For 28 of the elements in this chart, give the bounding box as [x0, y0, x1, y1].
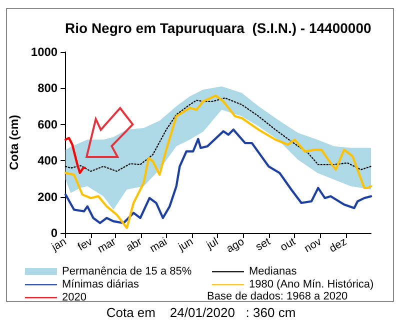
x-tick-label: fev: [76, 236, 96, 254]
x-tick-label: jun: [176, 236, 196, 254]
text: Cota em 24/01/2020 : 360 cm: [106, 305, 296, 320]
text: Base de dados: 1968 a 2020: [207, 290, 348, 302]
y-tick-label: 200: [38, 190, 58, 204]
legend-label: Permanência de 15 a 85%: [62, 266, 192, 278]
y-tick-label: 600: [38, 117, 58, 132]
legend-label: Mínimas diárias: [62, 278, 140, 290]
y-axis-title: Cota (cm): [7, 114, 21, 170]
x-tick-label: dez: [327, 236, 349, 256]
chart-title: Rio Negro em Tapuruquara (S.I.N.) - 14400000: [65, 20, 372, 36]
legend-label: 2020: [62, 292, 86, 304]
legend-label: Medianas: [249, 266, 298, 278]
x-tick-label: set: [254, 236, 272, 254]
y-tick-label: 400: [38, 154, 58, 168]
x-tick-label: abr: [124, 236, 144, 254]
line-series: [64, 136, 86, 174]
x-tick-label: jul: [204, 236, 220, 252]
line-series: [64, 94, 372, 230]
x-tick-label: ago: [224, 236, 246, 256]
y-tick-label: 800: [38, 81, 58, 96]
y-tick-label: 1000: [30, 45, 58, 59]
legend-label: 1980 (Ano Mín. Histórica): [249, 278, 374, 290]
x-tick-label: out: [278, 236, 298, 254]
x-tick-label: mar: [96, 236, 118, 256]
line-series: [64, 128, 372, 224]
x-tick-label: mai: [148, 236, 170, 256]
x-tick-label: nov: [302, 236, 324, 256]
